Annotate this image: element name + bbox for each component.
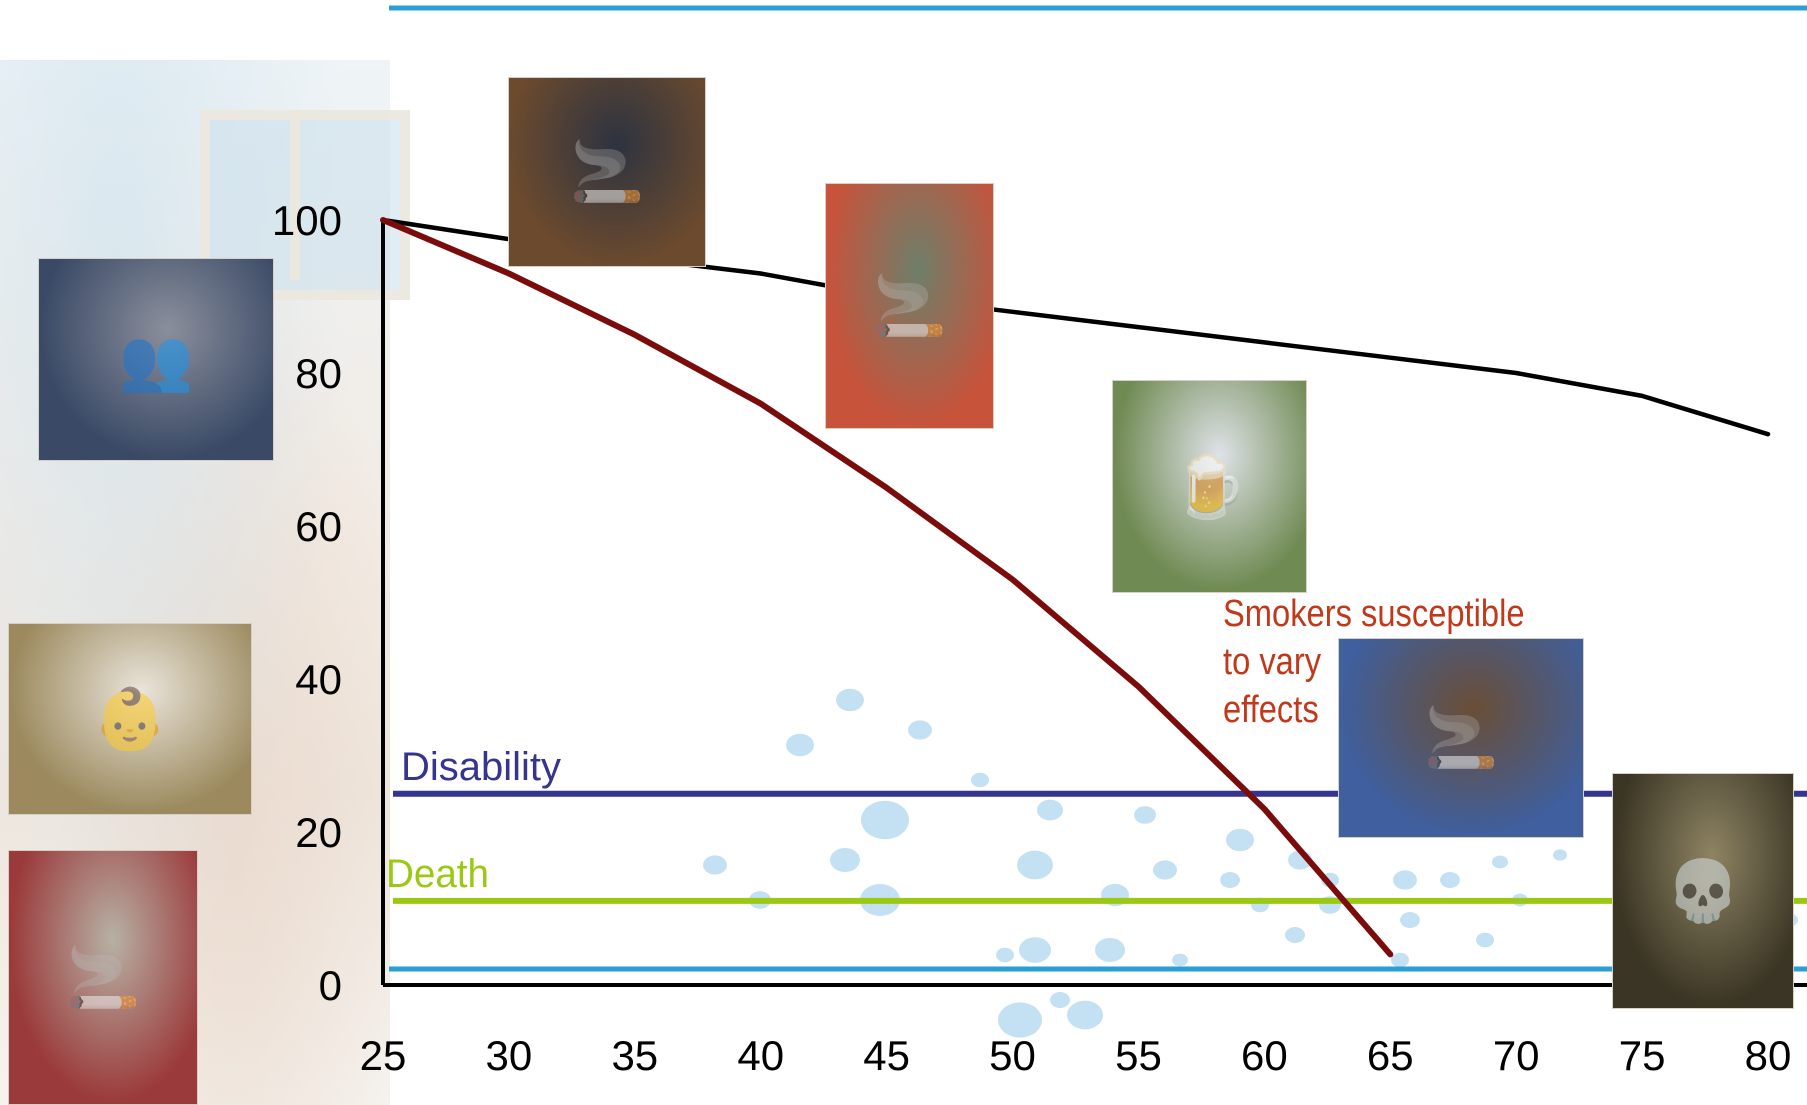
photo-subject-icon: 🚬 <box>569 138 645 206</box>
bubble <box>1400 912 1420 928</box>
x-tick-label: 55 <box>1115 1032 1162 1079</box>
pregnant-woman-smoking-photo: 🚬 <box>8 850 198 1105</box>
annotation-text: Smokers susceptible to vary effects <box>1223 590 1525 734</box>
bubble <box>1220 872 1240 888</box>
y-tick-label: 100 <box>272 197 342 244</box>
reference-label-death: Death <box>386 852 489 896</box>
bubble <box>861 800 909 840</box>
x-tick-label: 25 <box>360 1032 407 1079</box>
y-tick-label: 20 <box>295 809 342 856</box>
series-line-2 <box>380 217 1394 958</box>
bubble <box>1440 872 1460 888</box>
axes <box>381 218 1807 987</box>
x-tick-label: 75 <box>1619 1032 1666 1079</box>
bubble <box>1067 1000 1103 1030</box>
photo-subject-icon: 🚬 <box>65 944 141 1011</box>
bubble <box>1226 828 1254 852</box>
man-with-beer-smoking-photo: 🍺 <box>1112 380 1307 593</box>
x-tick-label: 30 <box>486 1032 533 1079</box>
bubble <box>1172 953 1188 967</box>
bubble <box>1476 932 1494 948</box>
tick-labels: 25 30 35 40 45 50 55 60 65 70 75 80 0 20 40 60 80 100 <box>272 197 1791 1079</box>
reference-label-disability: Disability <box>401 745 561 789</box>
y-tick-label: 0 <box>319 962 342 1009</box>
bubble <box>1019 937 1051 963</box>
photo-subject-icon: 🚬 <box>872 272 947 340</box>
bubble <box>998 1002 1042 1038</box>
x-tick-label: 60 <box>1241 1032 1288 1079</box>
bubble <box>908 720 932 740</box>
bubble <box>1393 870 1417 890</box>
bubble <box>971 772 989 788</box>
photo-subject-icon: 💀 <box>1665 857 1741 925</box>
older-woman-smoking-photo: 🚬 <box>825 183 994 429</box>
x-tick-label: 65 <box>1367 1032 1414 1079</box>
annotation-line-1: Smokers susceptible <box>1223 593 1525 635</box>
bubble <box>1153 860 1177 880</box>
bubble <box>836 688 864 712</box>
x-tick-label: 50 <box>989 1032 1036 1079</box>
bubble <box>996 947 1014 963</box>
bubble <box>1492 855 1508 869</box>
x-tick-label: 35 <box>611 1032 658 1079</box>
y-tick-label: 80 <box>295 350 342 397</box>
bubble <box>1095 938 1125 962</box>
x-tick-label: 70 <box>1493 1032 1540 1079</box>
bubble <box>1285 927 1305 943</box>
photo-subject-icon: 🚬 <box>1423 704 1499 772</box>
mother-with-baby-smoking-photo: 👶 <box>8 623 252 815</box>
y-tick-label: 60 <box>295 503 342 550</box>
old-man-smoking-photo: 🚬 <box>1338 638 1584 838</box>
bubble <box>830 848 860 872</box>
series-lines <box>380 217 1771 958</box>
annotation-line-2: to vary <box>1223 641 1322 683</box>
bubble <box>1037 799 1063 821</box>
background-window-frame <box>290 110 300 280</box>
reference-lines: Disability Death <box>386 745 1807 904</box>
bubble <box>1134 806 1156 824</box>
boys-lighting-cigarettes-photo: 👥 <box>38 258 274 461</box>
photo-subject-icon: 👶 <box>92 685 168 753</box>
x-tick-label: 80 <box>1745 1032 1792 1079</box>
x-tick-label: 45 <box>863 1032 910 1079</box>
photo-subject-icon: 🍺 <box>1172 453 1247 520</box>
bubble <box>1391 952 1409 968</box>
bubble <box>1050 992 1070 1008</box>
y-tick-label: 40 <box>295 656 342 703</box>
young-woman-smoking-photo: 🚬 <box>508 77 706 267</box>
annotation-line-3: effects <box>1223 689 1319 731</box>
bubble <box>786 733 814 757</box>
photo-subject-icon: 👥 <box>118 326 194 393</box>
skull-with-cigarette-painting: 💀 <box>1612 773 1794 1009</box>
x-tick-label: 40 <box>737 1032 784 1079</box>
bubble <box>1553 849 1567 861</box>
bubble <box>703 855 727 875</box>
bubble <box>1017 850 1053 880</box>
